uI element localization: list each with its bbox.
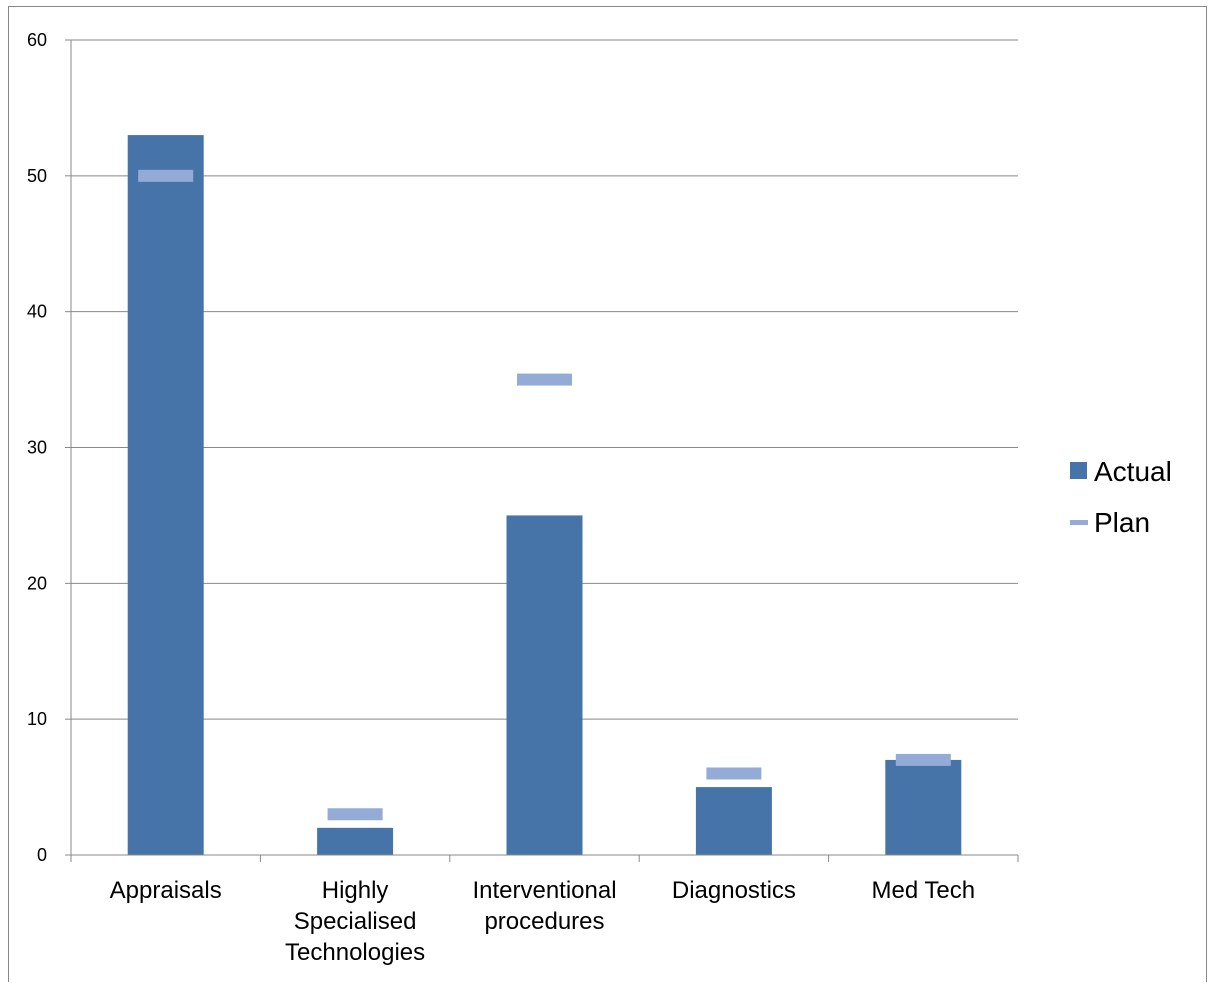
y-tick-label: 50 (27, 166, 47, 186)
legend-swatch-actual (1070, 462, 1087, 479)
x-axis (70, 854, 1019, 862)
y-tick-label: 10 (27, 709, 47, 729)
legend: Actual Plan (1070, 456, 1172, 538)
y-axis-tick-labels: 0 10 20 30 40 50 60 (27, 30, 47, 865)
actual-bar (317, 827, 394, 855)
x-category-label-line: Med Tech (871, 877, 975, 904)
x-category-label: Med Tech (871, 877, 975, 904)
x-category-label-line: procedures (484, 908, 604, 935)
plan-marker (706, 767, 762, 780)
plan-marker (517, 373, 572, 386)
actual-bar (885, 759, 962, 855)
y-tick-label: 30 (27, 438, 47, 458)
x-axis-category-labels: Appraisals Highly Specialised Technologies I… (110, 877, 975, 966)
x-category-label: Interventional procedures (472, 877, 616, 935)
actual-bars (127, 135, 962, 856)
x-category-label-line: Specialised (294, 908, 417, 935)
x-category-label: Appraisals (110, 877, 222, 904)
actual-bar (695, 787, 772, 855)
actual-bar (506, 515, 583, 855)
x-category-label-line: Diagnostics (672, 877, 796, 904)
plan-marker (138, 169, 194, 182)
legend-label-plan: Plan (1094, 507, 1150, 538)
x-category-label: Diagnostics (672, 877, 796, 904)
plan-markers (138, 169, 951, 821)
x-category-label-line: Appraisals (110, 877, 222, 904)
x-category-label-line: Interventional (472, 877, 616, 904)
y-tick-label: 20 (27, 573, 47, 593)
plan-marker (895, 753, 951, 766)
legend-swatch-plan (1070, 520, 1088, 525)
actual-bar (127, 135, 204, 856)
x-category-label: Highly Specialised Technologies (285, 877, 425, 966)
y-tick-label: 40 (27, 302, 47, 322)
y-tick-label: 60 (27, 30, 47, 50)
y-tick-label: 0 (37, 845, 47, 865)
chart-frame (8, 6, 1207, 982)
legend-label-actual: Actual (1094, 456, 1172, 487)
x-category-label-line: Highly (322, 877, 389, 904)
x-category-label-line: Technologies (285, 939, 425, 966)
plan-marker (327, 808, 383, 821)
